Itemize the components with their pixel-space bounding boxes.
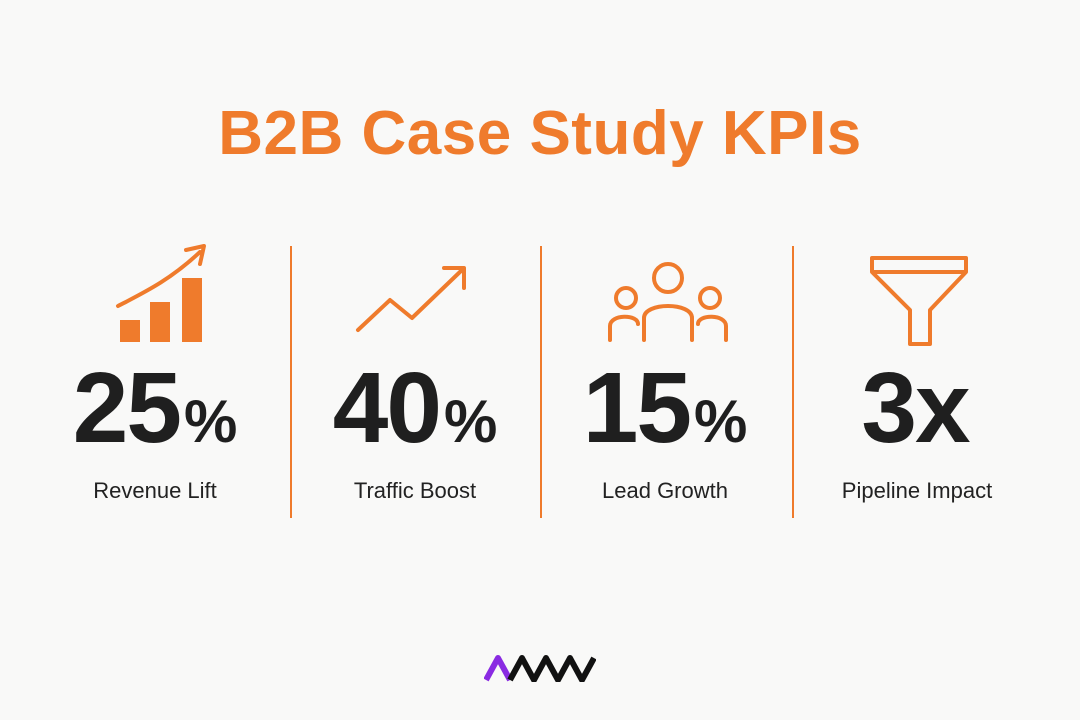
funnel-icon — [870, 256, 968, 346]
divider — [540, 246, 542, 518]
kpi-unit: % — [183, 388, 238, 455]
kpi-label-lead-growth: Lead Growth — [602, 478, 728, 503]
rising-bar-chart-icon — [116, 244, 206, 342]
kpi-value-pipeline-impact: 3x — [792, 358, 1042, 458]
kpi-label-revenue-lift: Revenue Lift — [93, 478, 217, 503]
kpi-unit: % — [693, 388, 748, 455]
brand-logo-icon — [484, 655, 596, 682]
kpi-number: 15 — [582, 352, 692, 464]
divider — [792, 246, 794, 518]
kpi-value-revenue-lift: 25% — [30, 358, 280, 458]
kpi-unit: % — [443, 388, 498, 455]
kpi-value-traffic-boost: 40% — [290, 358, 540, 458]
kpi-number: 25 — [72, 352, 182, 464]
kpi-label-traffic-boost: Traffic Boost — [353, 478, 477, 503]
people-group-icon — [608, 262, 728, 342]
trend-arrow-icon — [356, 266, 466, 332]
kpi-number: 40 — [332, 352, 442, 464]
divider — [290, 246, 292, 518]
kpi-label-pipeline-impact: Pipeline Impact — [841, 478, 993, 503]
page-title: B2B Case Study KPIs — [218, 99, 862, 168]
kpi-number: 3x — [861, 352, 970, 464]
kpi-value-lead-growth: 15% — [540, 358, 790, 458]
